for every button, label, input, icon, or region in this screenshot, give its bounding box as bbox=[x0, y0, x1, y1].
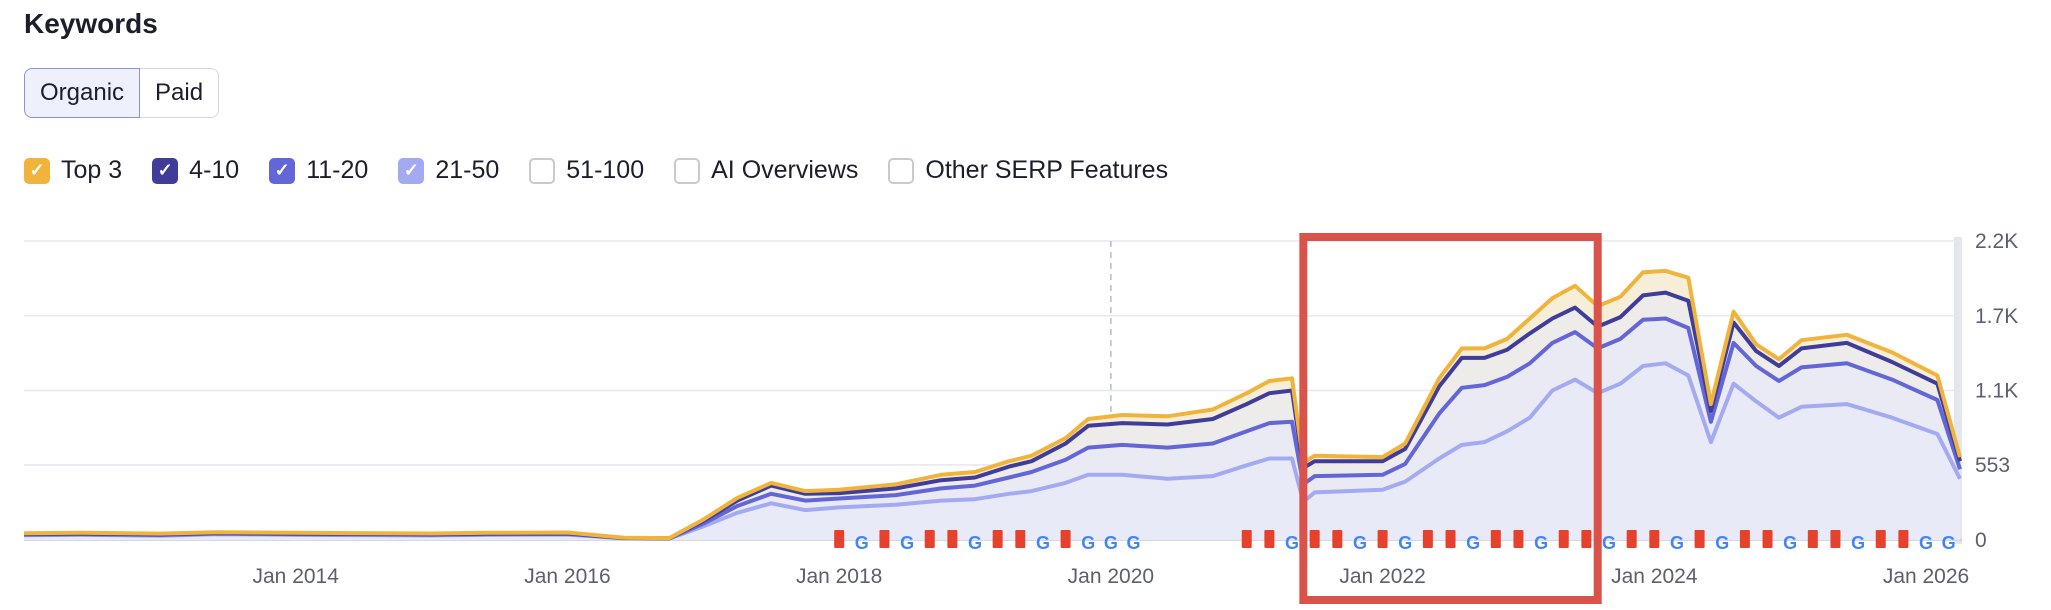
serp-event-marker bbox=[1332, 530, 1343, 548]
legend-item-ai-overviews[interactable]: AI Overviews bbox=[674, 156, 858, 185]
tab-group: Organic Paid bbox=[24, 68, 220, 118]
google-update-icon: G bbox=[1104, 533, 1118, 553]
tab-organic[interactable]: Organic bbox=[24, 68, 141, 118]
checkbox-checked-icon[interactable]: ✓ bbox=[269, 157, 296, 184]
serp-event-marker bbox=[1762, 530, 1773, 548]
google-update-icon: G bbox=[1851, 533, 1865, 553]
serp-event-marker bbox=[1445, 530, 1456, 548]
legend-item-11-20[interactable]: ✓ 11-20 bbox=[269, 156, 368, 185]
google-update-icon: G bbox=[1783, 533, 1797, 553]
legend-item-other-serp-features[interactable]: Other SERP Features bbox=[888, 156, 1168, 185]
x-tick-label: Jan 2014 bbox=[253, 565, 340, 588]
checkbox-checked-icon[interactable]: ✓ bbox=[398, 157, 425, 184]
y-tick-label: 2.2K bbox=[1975, 230, 2018, 253]
serp-event-marker bbox=[1241, 530, 1252, 548]
checkbox-unchecked-icon[interactable] bbox=[529, 157, 556, 184]
serp-event-marker bbox=[834, 530, 845, 548]
google-update-icon: G bbox=[1670, 533, 1684, 553]
legend-label: 4-10 bbox=[189, 156, 240, 184]
serp-event-marker bbox=[1264, 530, 1275, 548]
legend-label: 51-100 bbox=[566, 156, 645, 184]
serp-event-marker bbox=[1898, 530, 1909, 548]
serp-event-marker bbox=[947, 530, 958, 548]
highlight-box bbox=[1299, 233, 1602, 604]
serp-event-marker bbox=[1649, 530, 1660, 548]
serp-event-marker bbox=[1626, 530, 1637, 548]
legend-item-51-100[interactable]: 51-100 bbox=[529, 156, 644, 185]
serp-event-marker bbox=[1015, 530, 1026, 548]
series-line bbox=[23, 268, 1962, 541]
google-update-icon: G bbox=[1081, 533, 1095, 553]
google-update-icon: G bbox=[1466, 533, 1480, 553]
tab-paid[interactable]: Paid bbox=[140, 68, 220, 118]
google-update-icon: G bbox=[855, 533, 869, 553]
checkbox-checked-icon[interactable]: ✓ bbox=[24, 157, 50, 184]
serp-event-marker bbox=[1060, 530, 1071, 548]
google-update-icon: G bbox=[1942, 533, 1956, 553]
x-tick-label: Jan 2016 bbox=[524, 565, 610, 588]
serp-event-marker bbox=[1558, 530, 1569, 548]
page-title: Keywords bbox=[24, 8, 158, 39]
legend-label: 21-50 bbox=[435, 156, 500, 184]
serp-event-marker bbox=[1377, 530, 1388, 548]
google-update-icon: G bbox=[1036, 533, 1050, 553]
serp-event-marker bbox=[1309, 530, 1320, 548]
x-tick-label: Jan 2018 bbox=[796, 565, 882, 588]
legend-label: AI Overviews bbox=[711, 156, 859, 184]
serp-event-marker bbox=[1739, 530, 1750, 548]
legend-item-top-3[interactable]: ✓ Top 3 bbox=[24, 156, 122, 185]
y-tick-label: 1.1K bbox=[1975, 380, 2018, 403]
legend-item-21-50[interactable]: ✓ 21-50 bbox=[398, 156, 499, 185]
serp-event-marker bbox=[1490, 530, 1501, 548]
serp-event-marker bbox=[1694, 530, 1705, 548]
google-update-icon: G bbox=[968, 533, 982, 553]
x-tick-label: Jan 2024 bbox=[1611, 565, 1698, 588]
google-update-icon: G bbox=[1398, 533, 1412, 553]
legend: ✓ Top 3 ✓ 4-10 ✓ 11-20 ✓ 21-50 51-100 AI… bbox=[24, 156, 1198, 185]
google-update-icon: G bbox=[1353, 533, 1367, 553]
serp-event-marker bbox=[1807, 530, 1818, 548]
checkbox-unchecked-icon[interactable] bbox=[674, 157, 701, 184]
google-update-icon: G bbox=[1602, 533, 1616, 553]
serp-event-marker bbox=[1513, 530, 1524, 548]
y-tick-label: 1.7K bbox=[1975, 305, 2018, 328]
series-area bbox=[24, 363, 1960, 540]
legend-label: Top 3 bbox=[61, 156, 123, 184]
serp-event-marker bbox=[992, 530, 1003, 548]
x-tick-label: Jan 2020 bbox=[1068, 565, 1154, 588]
google-update-icon: G bbox=[1715, 533, 1729, 553]
serp-event-marker bbox=[879, 530, 890, 548]
serp-event-marker bbox=[1830, 530, 1841, 548]
google-update-icon: G bbox=[900, 533, 914, 553]
y-tick-label: 0 bbox=[1975, 529, 1987, 552]
serp-event-marker bbox=[1875, 530, 1886, 548]
checkbox-checked-icon[interactable]: ✓ bbox=[152, 157, 179, 184]
serp-event-marker bbox=[1581, 530, 1592, 548]
google-update-icon: G bbox=[1127, 533, 1141, 553]
google-update-icon: G bbox=[1285, 533, 1299, 553]
legend-label: 11-20 bbox=[306, 156, 369, 184]
legend-item-4-10[interactable]: ✓ 4-10 bbox=[152, 156, 239, 185]
google-update-icon: G bbox=[1534, 533, 1548, 553]
serp-event-marker bbox=[1422, 530, 1433, 548]
legend-label: Other SERP Features bbox=[925, 156, 1169, 184]
serp-event-marker bbox=[924, 530, 935, 548]
google-update-icon: G bbox=[1919, 533, 1933, 553]
x-tick-label: Jan 2022 bbox=[1339, 565, 1425, 588]
x-tick-label: Jan 2026 bbox=[1883, 565, 1969, 588]
y-tick-label: 553 bbox=[1975, 454, 2010, 477]
checkbox-unchecked-icon[interactable] bbox=[888, 157, 915, 184]
